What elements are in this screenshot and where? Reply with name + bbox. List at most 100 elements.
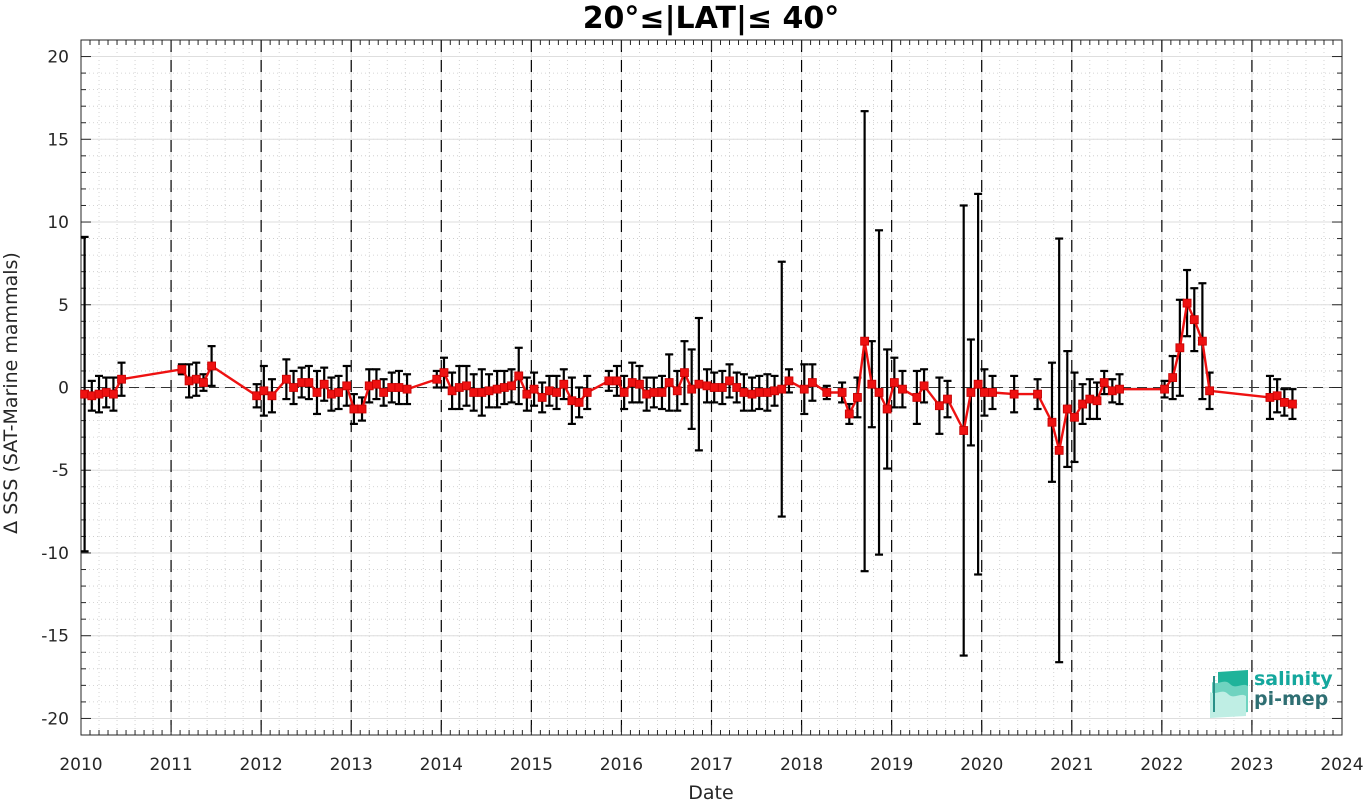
y-tick-label: -10 [41,544,69,564]
data-point-marker [988,388,997,397]
data-point-marker [492,384,502,394]
data-point-marker [469,388,479,397]
data-point-marker [664,378,674,387]
data-point-marker [514,371,524,381]
data-point-marker [912,393,922,402]
data-point-marker [1099,378,1109,387]
data-point-marker [207,361,217,371]
data-point-marker [454,383,464,392]
data-point-marker [544,386,554,396]
logo-text-pimep: pi-mep [1254,688,1329,710]
data-point-marker [559,379,569,389]
data-point-marker [372,379,381,389]
data-point-marker [1033,389,1042,399]
x-tick-label: 2021 [1050,755,1093,775]
data-point-marker [874,388,884,397]
data-point-marker [259,386,269,396]
data-point-marker [582,388,592,397]
y-tick-labels: -20 -15 -10 -5 0 5 10 15 20 [41,48,69,730]
data-point-marker [1115,384,1124,394]
data-point-marker [822,388,832,397]
data-point-marker [844,409,854,419]
x-tick-label: 2015 [510,755,553,775]
x-tick-label: 2011 [149,755,192,775]
x-tick-label: 2010 [59,755,102,775]
data-point-marker [1279,397,1289,407]
data-point-marker [943,394,952,404]
data-point-marker [1168,373,1178,382]
data-point-marker [117,374,126,384]
data-point-marker [672,386,682,396]
data-point-marker [267,391,277,401]
y-tick-label: 0 [58,379,69,399]
data-point-marker [537,393,547,402]
data-point-marker [717,383,727,392]
data-point-marker [1182,298,1192,308]
data-point-marker [867,379,877,389]
data-point-marker [770,386,779,396]
data-point-marker [604,376,614,386]
data-point-marker [304,378,314,387]
data-point-marker [747,389,757,399]
logo-text-salinity: salinity [1254,668,1333,690]
x-tick-label: 2020 [960,755,1003,775]
data-point-marker [252,391,262,401]
data-point-marker [1054,445,1064,455]
y-tick-label: -15 [41,627,69,647]
chart-title: 20°≤|LAT|≤ 40° [583,1,840,36]
data-point-marker [889,378,899,387]
data-point-marker [1078,399,1087,409]
x-tick-label: 2013 [330,755,373,775]
data-point-marker [402,384,412,394]
data-point-marker [725,376,734,386]
data-point-marker [966,388,976,397]
data-point-marker [919,381,929,391]
data-point-marker [1205,386,1214,396]
data-point-marker [499,383,509,392]
data-point-marker [934,401,944,411]
data-point-marker [1288,399,1297,409]
data-point-marker [289,383,298,392]
x-tick-label: 2022 [1140,755,1183,775]
data-point-marker [297,378,307,387]
data-point-marker [807,378,817,387]
data-point-marker [379,388,389,397]
data-point-marker [635,379,644,389]
data-point-marker [694,379,704,389]
y-axis-label: Δ SSS (SAT-Marine mammals) [0,252,22,534]
data-point-marker [898,384,907,394]
data-point-marker [1107,386,1117,396]
salinity-pimep-logo: salinity pi-mep [1208,668,1338,718]
data-point-marker [462,381,471,391]
data-point-marker [1092,396,1102,406]
data-point-marker [777,384,787,394]
data-point-marker [1085,394,1095,404]
y-tick-label: 10 [47,213,69,233]
data-point-marker [649,388,659,397]
data-point-marker [680,368,689,378]
y-tick-label: -5 [52,461,69,481]
data-point-marker [357,404,367,414]
data-point-marker [754,388,764,397]
y-tick-label: 15 [47,130,69,150]
data-point-marker [1197,336,1207,346]
data-point-marker [1265,393,1275,402]
data-point-marker [837,388,847,397]
data-point-marker [657,388,667,397]
data-point-marker [394,383,404,392]
data-point-marker [439,368,449,378]
data-point-marker [973,379,983,389]
y-tick-label: 20 [47,48,69,68]
x-tick-label: 2016 [600,755,643,775]
data-point-marker [627,378,637,387]
series-markers [80,298,1297,455]
data-point-marker [1047,417,1057,427]
data-point-marker [980,388,989,397]
data-point-marker [709,383,719,392]
x-tick-labels: 2010 2011 2012 2013 2014 2015 2016 2017 2018 2019… [59,755,1363,775]
data-point-marker [191,374,201,384]
data-point-marker [612,376,622,386]
data-point-marker [387,383,397,392]
x-tick-label: 2019 [870,755,913,775]
x-tick-label: 2023 [1230,755,1273,775]
